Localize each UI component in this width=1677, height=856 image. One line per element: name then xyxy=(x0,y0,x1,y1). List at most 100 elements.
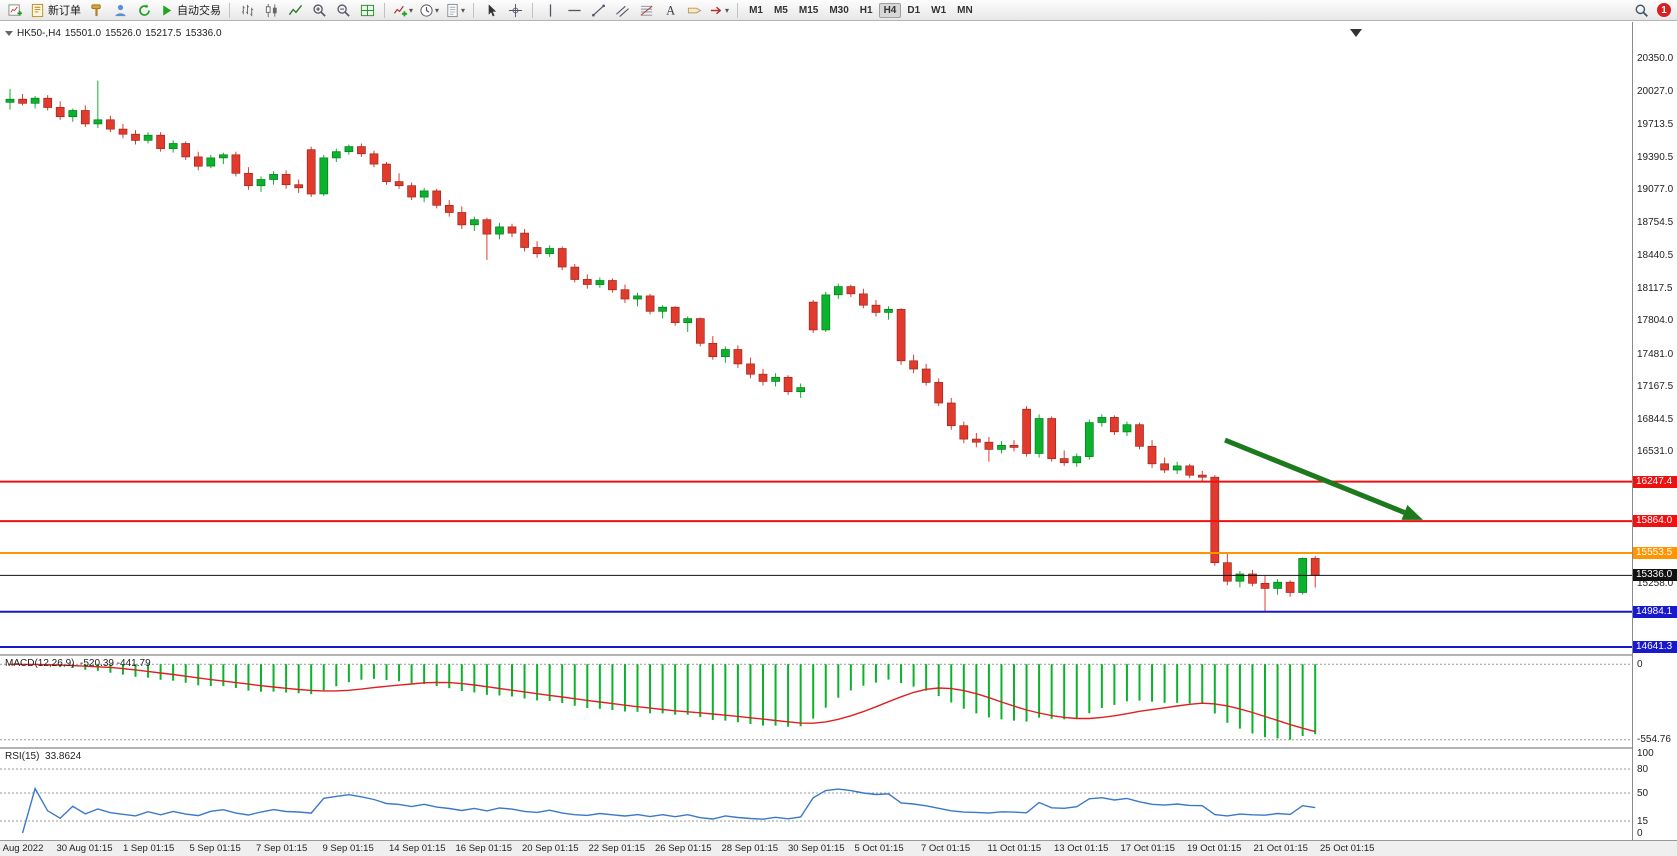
timeframe-m5[interactable]: M5 xyxy=(773,4,788,16)
price-tick: 18117.5 xyxy=(1637,283,1673,294)
time-tick: 7 Oct 01:15 xyxy=(921,843,971,854)
new-chart-button[interactable] xyxy=(4,1,26,19)
price-line-badge: 14641.3 xyxy=(1633,641,1677,653)
rsi-name: RSI(15) xyxy=(5,751,40,762)
search-icon[interactable] xyxy=(1630,1,1652,19)
new-order-icon xyxy=(30,3,45,18)
time-tick: 25 Aug 2022 xyxy=(0,843,44,854)
channel-button[interactable] xyxy=(611,1,633,19)
candlestick-chart[interactable] xyxy=(0,24,1632,653)
metaeditor-button[interactable] xyxy=(85,1,107,19)
time-tick: 14 Sep 01:15 xyxy=(389,843,446,854)
new-order-label: 新订单 xyxy=(48,5,81,17)
time-tick: 11 Oct 01:15 xyxy=(987,843,1042,854)
account-button[interactable] xyxy=(109,1,131,19)
toolbar: 新订单 自动交易 A M1 M5 M15 M30 H1 H4 D1 W1 MN xyxy=(0,0,1677,21)
time-tick: 5 Oct 01:15 xyxy=(854,843,904,854)
toolbar-right-group: 1 xyxy=(1630,1,1673,19)
price-tick: 18754.5 xyxy=(1637,217,1674,229)
ohlc-high: 15526.0 xyxy=(105,28,142,39)
ohlc-low: 15217.5 xyxy=(145,28,182,39)
time-tick: 19 Oct 01:15 xyxy=(1187,843,1242,854)
notification-badge[interactable]: 1 xyxy=(1657,3,1671,17)
toolbar-separator xyxy=(737,2,739,18)
panel-separator[interactable] xyxy=(0,654,1677,656)
toolbar-separator xyxy=(229,2,230,18)
rsi-scale-tick: 0 xyxy=(1637,828,1643,839)
price-line-badge: 15864.0 xyxy=(1633,515,1677,528)
arrows-button[interactable] xyxy=(707,1,731,19)
timeframe-toolbar: M1 M5 M15 M30 H1 H4 D1 W1 MN xyxy=(744,2,978,18)
candlestick-chart-button[interactable] xyxy=(260,1,282,19)
timeframe-mn[interactable]: MN xyxy=(957,4,973,16)
price-tick: 18440.5 xyxy=(1637,249,1674,261)
rsi-scale-tick: 15 xyxy=(1637,816,1649,827)
macd-label: MACD(12,26,9) -520.39 -441.79 xyxy=(5,658,151,669)
macd-scale-tick: -554.76 xyxy=(1637,733,1671,745)
refresh-button[interactable] xyxy=(133,1,155,19)
periods-button[interactable] xyxy=(417,1,441,19)
timeframe-h1[interactable]: H1 xyxy=(859,4,873,16)
autotrade-button[interactable]: 自动交易 xyxy=(157,1,223,19)
price-tick: 19077.0 xyxy=(1637,184,1674,196)
price-line-badge: 15336.0 xyxy=(1633,569,1677,582)
text-button[interactable]: A xyxy=(659,1,681,19)
time-tick: 21 Oct 01:15 xyxy=(1253,843,1308,854)
autotrade-play-icon xyxy=(159,3,174,18)
timeframe-m30[interactable]: M30 xyxy=(829,4,849,16)
time-tick: 20 Sep 01:15 xyxy=(522,843,579,854)
text-label-button[interactable] xyxy=(683,1,705,19)
toolbar-separator xyxy=(532,2,534,18)
timeframe-m1[interactable]: M1 xyxy=(749,4,763,16)
timeframe-m15[interactable]: M15 xyxy=(798,4,819,16)
price-line-badge: 16247.4 xyxy=(1633,475,1677,488)
trendline-button[interactable] xyxy=(587,1,609,19)
fibonacci-button[interactable] xyxy=(635,1,657,19)
timeframe-h4[interactable]: H4 xyxy=(878,2,902,18)
zoom-out-button[interactable] xyxy=(332,1,354,19)
new-order-button[interactable]: 新订单 xyxy=(28,1,83,19)
time-tick: 30 Aug 01:15 xyxy=(56,843,113,854)
price-line-badge: 14984.1 xyxy=(1633,605,1677,618)
toolbar-separator xyxy=(384,2,385,18)
timeframe-d1[interactable]: D1 xyxy=(907,4,921,16)
crosshair-button[interactable] xyxy=(504,1,526,19)
collapse-caret-icon[interactable] xyxy=(5,31,13,36)
price-tick: 16844.5 xyxy=(1637,414,1674,426)
macd-values: -520.39 -441.79 xyxy=(80,658,151,669)
price-line-badge: 15553.5 xyxy=(1633,547,1677,559)
line-chart-button[interactable] xyxy=(284,1,306,19)
rsi-scale-tick: 50 xyxy=(1637,788,1649,799)
macd-panel[interactable] xyxy=(0,656,1632,746)
time-tick: 9 Sep 01:15 xyxy=(322,843,374,854)
price-scale[interactable]: 20350.0 20027.0 19713.5 19390.5 19077.0 18754… xyxy=(1632,22,1677,840)
zoom-in-button[interactable] xyxy=(308,1,330,19)
price-tick: 19713.5 xyxy=(1637,118,1674,130)
time-axis[interactable]: 25 Aug 2022 30 Aug 01:15 1 Sep 01:15 5 Sep … xyxy=(0,840,1677,856)
rsi-scale-tick: 80 xyxy=(1637,764,1649,775)
chart-ohlc-header: HK50-,H4 15501.0 15526.0 15217.5 15336.0 xyxy=(5,28,222,39)
time-tick: 25 Oct 01:15 xyxy=(1320,843,1375,854)
price-tick: 17804.0 xyxy=(1637,315,1674,327)
time-tick: 28 Sep 01:15 xyxy=(721,843,779,854)
price-tick: 16531.0 xyxy=(1637,446,1674,458)
macd-name: MACD(12,26,9) xyxy=(5,658,75,669)
chart-window[interactable]: HK50-,H4 15501.0 15526.0 15217.5 15336.0… xyxy=(0,22,1677,856)
cursor-button[interactable] xyxy=(480,1,502,19)
time-tick: 17 Oct 01:15 xyxy=(1120,843,1175,854)
time-tick: 1 Sep 01:15 xyxy=(123,843,175,854)
rsi-value: 33.8624 xyxy=(45,751,82,762)
vertical-line-button[interactable] xyxy=(539,1,561,19)
ohlc-open: 15501.0 xyxy=(64,28,102,39)
rsi-panel[interactable] xyxy=(0,749,1632,837)
ohlc-close: 15336.0 xyxy=(185,28,222,39)
chart-symbol: HK50-,H4 xyxy=(17,28,61,39)
indicators-button[interactable] xyxy=(391,1,415,19)
templates-button[interactable] xyxy=(443,1,467,19)
tile-windows-button[interactable] xyxy=(356,1,378,19)
horizontal-line-button[interactable] xyxy=(563,1,585,19)
bar-chart-button[interactable] xyxy=(236,1,258,19)
timeframe-w1[interactable]: W1 xyxy=(931,4,947,16)
panel-separator[interactable] xyxy=(0,747,1677,749)
